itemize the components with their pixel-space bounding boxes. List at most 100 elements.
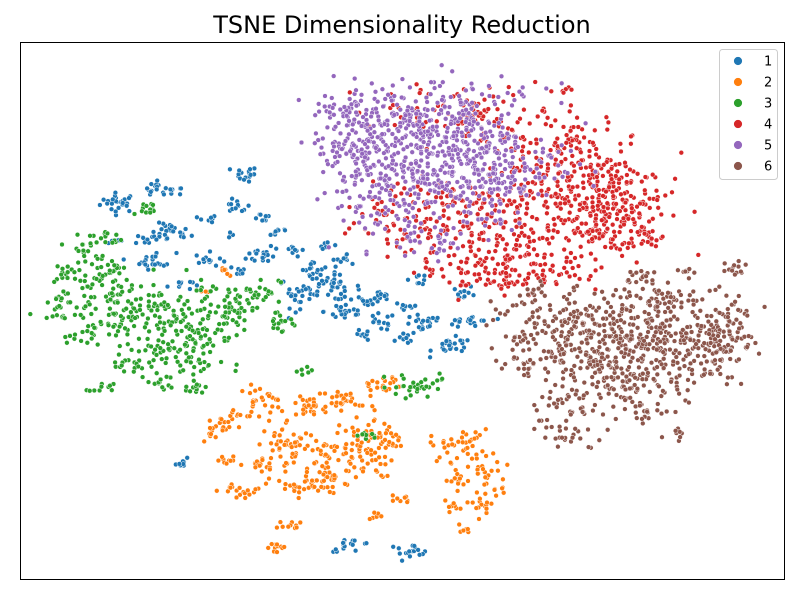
scatter-point [254, 305, 260, 311]
scatter-point [684, 324, 690, 330]
scatter-point [281, 442, 288, 448]
scatter-point [435, 233, 441, 239]
scatter-point [525, 339, 531, 346]
scatter-point [695, 252, 701, 258]
scatter-point [563, 342, 569, 349]
scatter-point [494, 150, 500, 156]
scatter-point [697, 308, 703, 314]
scatter-point [320, 169, 326, 175]
scatter-point [718, 346, 724, 352]
scatter-point [476, 516, 482, 522]
scatter-point [558, 187, 564, 193]
scatter-point [663, 317, 670, 324]
scatter-point [474, 489, 480, 496]
scatter-point [368, 113, 374, 120]
legend-marker-5 [733, 140, 743, 150]
scatter-point [540, 149, 546, 155]
scatter-point [573, 391, 579, 398]
scatter-point [263, 481, 269, 487]
scatter-point [578, 311, 584, 317]
scatter-point [650, 376, 657, 382]
scatter-point [632, 375, 638, 381]
scatter-point [685, 297, 692, 304]
scatter-point [405, 340, 411, 346]
scatter-point [357, 203, 363, 210]
scatter-point [575, 124, 581, 130]
scatter-point [577, 365, 584, 371]
scatter-point [531, 402, 537, 408]
scatter-point [476, 236, 482, 242]
scatter-point [236, 424, 242, 430]
scatter-point [150, 357, 157, 363]
scatter-point [466, 239, 472, 245]
scatter-point [257, 284, 263, 291]
scatter-point [614, 168, 620, 175]
scatter-point [315, 488, 321, 494]
scatter-point [743, 262, 749, 268]
scatter-point [327, 489, 333, 495]
scatter-point [340, 540, 346, 546]
scatter-point [466, 133, 472, 139]
scatter-point [339, 189, 346, 195]
scatter-point [385, 183, 391, 189]
scatter-point [583, 164, 589, 171]
scatter-point [228, 201, 234, 207]
scatter-point [159, 332, 165, 338]
scatter-point [666, 370, 672, 377]
scatter-point [526, 251, 532, 257]
scatter-point [400, 174, 406, 181]
scatter-point [323, 451, 329, 458]
scatter-point [247, 413, 253, 419]
scatter-point [689, 309, 696, 315]
scatter-point [399, 94, 405, 101]
scatter-point [408, 392, 414, 399]
scatter-point [415, 233, 422, 240]
scatter-point [45, 299, 51, 306]
scatter-point [596, 305, 602, 311]
scatter-point [513, 224, 520, 230]
scatter-point [606, 184, 612, 190]
scatter-point [517, 292, 523, 299]
scatter-point [448, 121, 454, 127]
scatter-point [602, 244, 608, 250]
scatter-point [635, 314, 641, 320]
scatter-point [330, 257, 337, 263]
scatter-point [169, 338, 176, 344]
scatter-point [369, 403, 375, 409]
scatter-point [574, 145, 580, 151]
scatter-point [382, 454, 388, 460]
scatter-point [27, 311, 33, 317]
scatter-point [581, 200, 588, 206]
scatter-point [643, 273, 649, 279]
scatter-point [596, 366, 602, 373]
scatter-point [568, 250, 574, 256]
scatter-point [152, 253, 159, 260]
scatter-point [485, 270, 492, 276]
scatter-point [239, 270, 246, 277]
scatter-point [296, 97, 302, 103]
scatter-point [505, 308, 511, 314]
scatter-point [110, 279, 116, 285]
series-3-points [27, 201, 445, 442]
scatter-point [608, 176, 615, 182]
scatter-point [329, 163, 336, 169]
scatter-point [440, 440, 447, 446]
scatter-point [576, 192, 582, 199]
scatter-point [154, 177, 160, 184]
scatter-point [403, 395, 409, 401]
scatter-point [154, 370, 160, 376]
scatter-point [529, 214, 535, 220]
scatter-point [353, 474, 359, 480]
scatter-point [557, 200, 564, 207]
scatter-point [148, 343, 154, 350]
scatter-point [241, 308, 248, 314]
scatter-point [547, 307, 553, 313]
scatter-point [522, 165, 528, 171]
scatter-point [308, 261, 314, 267]
scatter-point [560, 375, 566, 382]
scatter-point [404, 190, 410, 197]
scatter-point [163, 360, 169, 366]
scatter-point [341, 395, 347, 401]
scatter-point [103, 293, 109, 300]
scatter-point [221, 338, 228, 344]
